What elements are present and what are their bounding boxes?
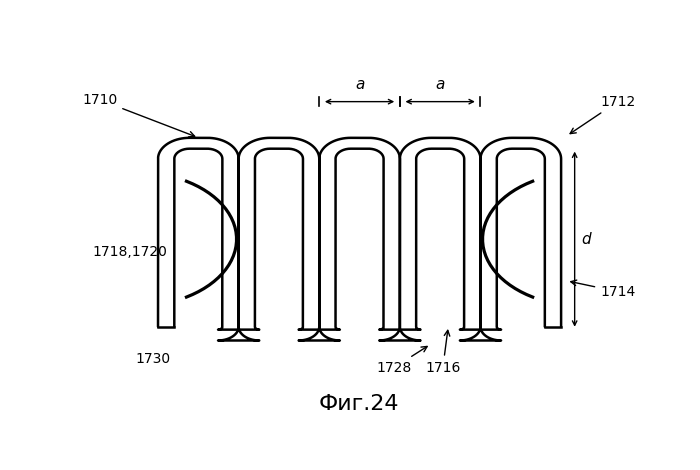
Text: 1728: 1728: [377, 346, 427, 375]
Text: 1710: 1710: [82, 93, 195, 137]
Text: a: a: [355, 77, 364, 92]
Text: 1718,1720: 1718,1720: [93, 245, 168, 259]
Text: 1730: 1730: [135, 352, 170, 366]
Text: a: a: [435, 77, 445, 92]
Text: 1714: 1714: [570, 280, 636, 298]
Text: 1712: 1712: [570, 94, 636, 133]
Text: Фиг.24: Фиг.24: [318, 394, 399, 414]
Text: 1716: 1716: [425, 330, 461, 375]
Text: d: d: [581, 232, 591, 247]
